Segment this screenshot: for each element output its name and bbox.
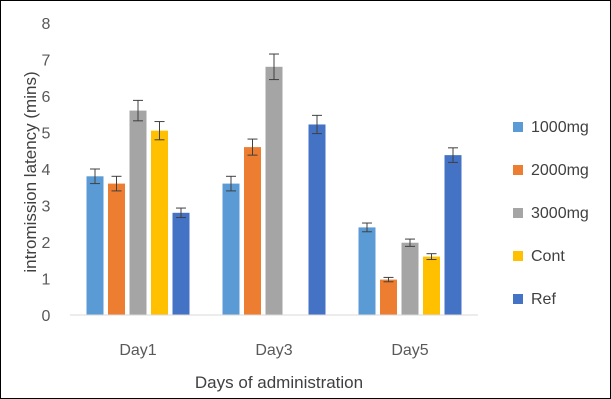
bar xyxy=(86,176,104,315)
y-tick-label: 8 xyxy=(42,16,51,33)
y-tick-label: 6 xyxy=(42,89,51,106)
bar xyxy=(244,147,261,315)
legend-item: Cont xyxy=(513,248,565,265)
y-tick-label: 5 xyxy=(42,126,51,143)
bar xyxy=(308,124,326,315)
legend-item: 2000mg xyxy=(513,162,589,179)
legend-label: 1000mg xyxy=(531,119,589,136)
y-tick-label: 7 xyxy=(42,53,51,70)
x-axis-title: Days of administration xyxy=(195,373,363,392)
x-tick-label: Day1 xyxy=(119,342,156,359)
bar xyxy=(108,183,125,315)
x-axis-tick-labels: Day1 Day3 Day5 xyxy=(119,342,428,359)
bar-series xyxy=(86,53,462,315)
bar xyxy=(129,110,147,315)
bar xyxy=(401,242,419,315)
bar xyxy=(172,212,190,315)
legend-label: Cont xyxy=(531,248,565,265)
bar xyxy=(222,183,240,315)
bar xyxy=(444,155,462,315)
legend-swatch xyxy=(513,122,523,132)
legend-swatch xyxy=(513,208,523,218)
legend: 1000mg 2000mg 3000mg Cont Ref xyxy=(513,119,589,308)
legend-swatch xyxy=(513,165,523,175)
x-tick-label: Day3 xyxy=(255,342,292,359)
y-tick-label: 0 xyxy=(42,308,51,325)
x-tick-label: Day5 xyxy=(391,342,428,359)
bar xyxy=(423,256,440,315)
legend-item: 1000mg xyxy=(513,119,589,136)
legend-label: 2000mg xyxy=(531,162,589,179)
y-tick-label: 3 xyxy=(42,199,51,216)
legend-label: Ref xyxy=(531,291,556,308)
y-tick-label: 2 xyxy=(42,235,51,252)
y-tick-label: 4 xyxy=(42,162,51,179)
bar xyxy=(380,279,397,315)
legend-swatch xyxy=(513,294,523,304)
legend-item: 3000mg xyxy=(513,205,589,222)
y-axis-tick-labels: 0 1 2 3 4 5 6 7 8 xyxy=(42,16,51,325)
bar xyxy=(265,66,283,315)
y-axis-title: intromission latency (mins) xyxy=(21,71,40,272)
legend-label: 3000mg xyxy=(531,205,589,222)
legend-swatch xyxy=(513,251,523,261)
legend-item: Ref xyxy=(513,291,556,308)
y-tick-label: 1 xyxy=(42,272,51,289)
bar xyxy=(151,130,168,315)
bar xyxy=(358,227,376,315)
